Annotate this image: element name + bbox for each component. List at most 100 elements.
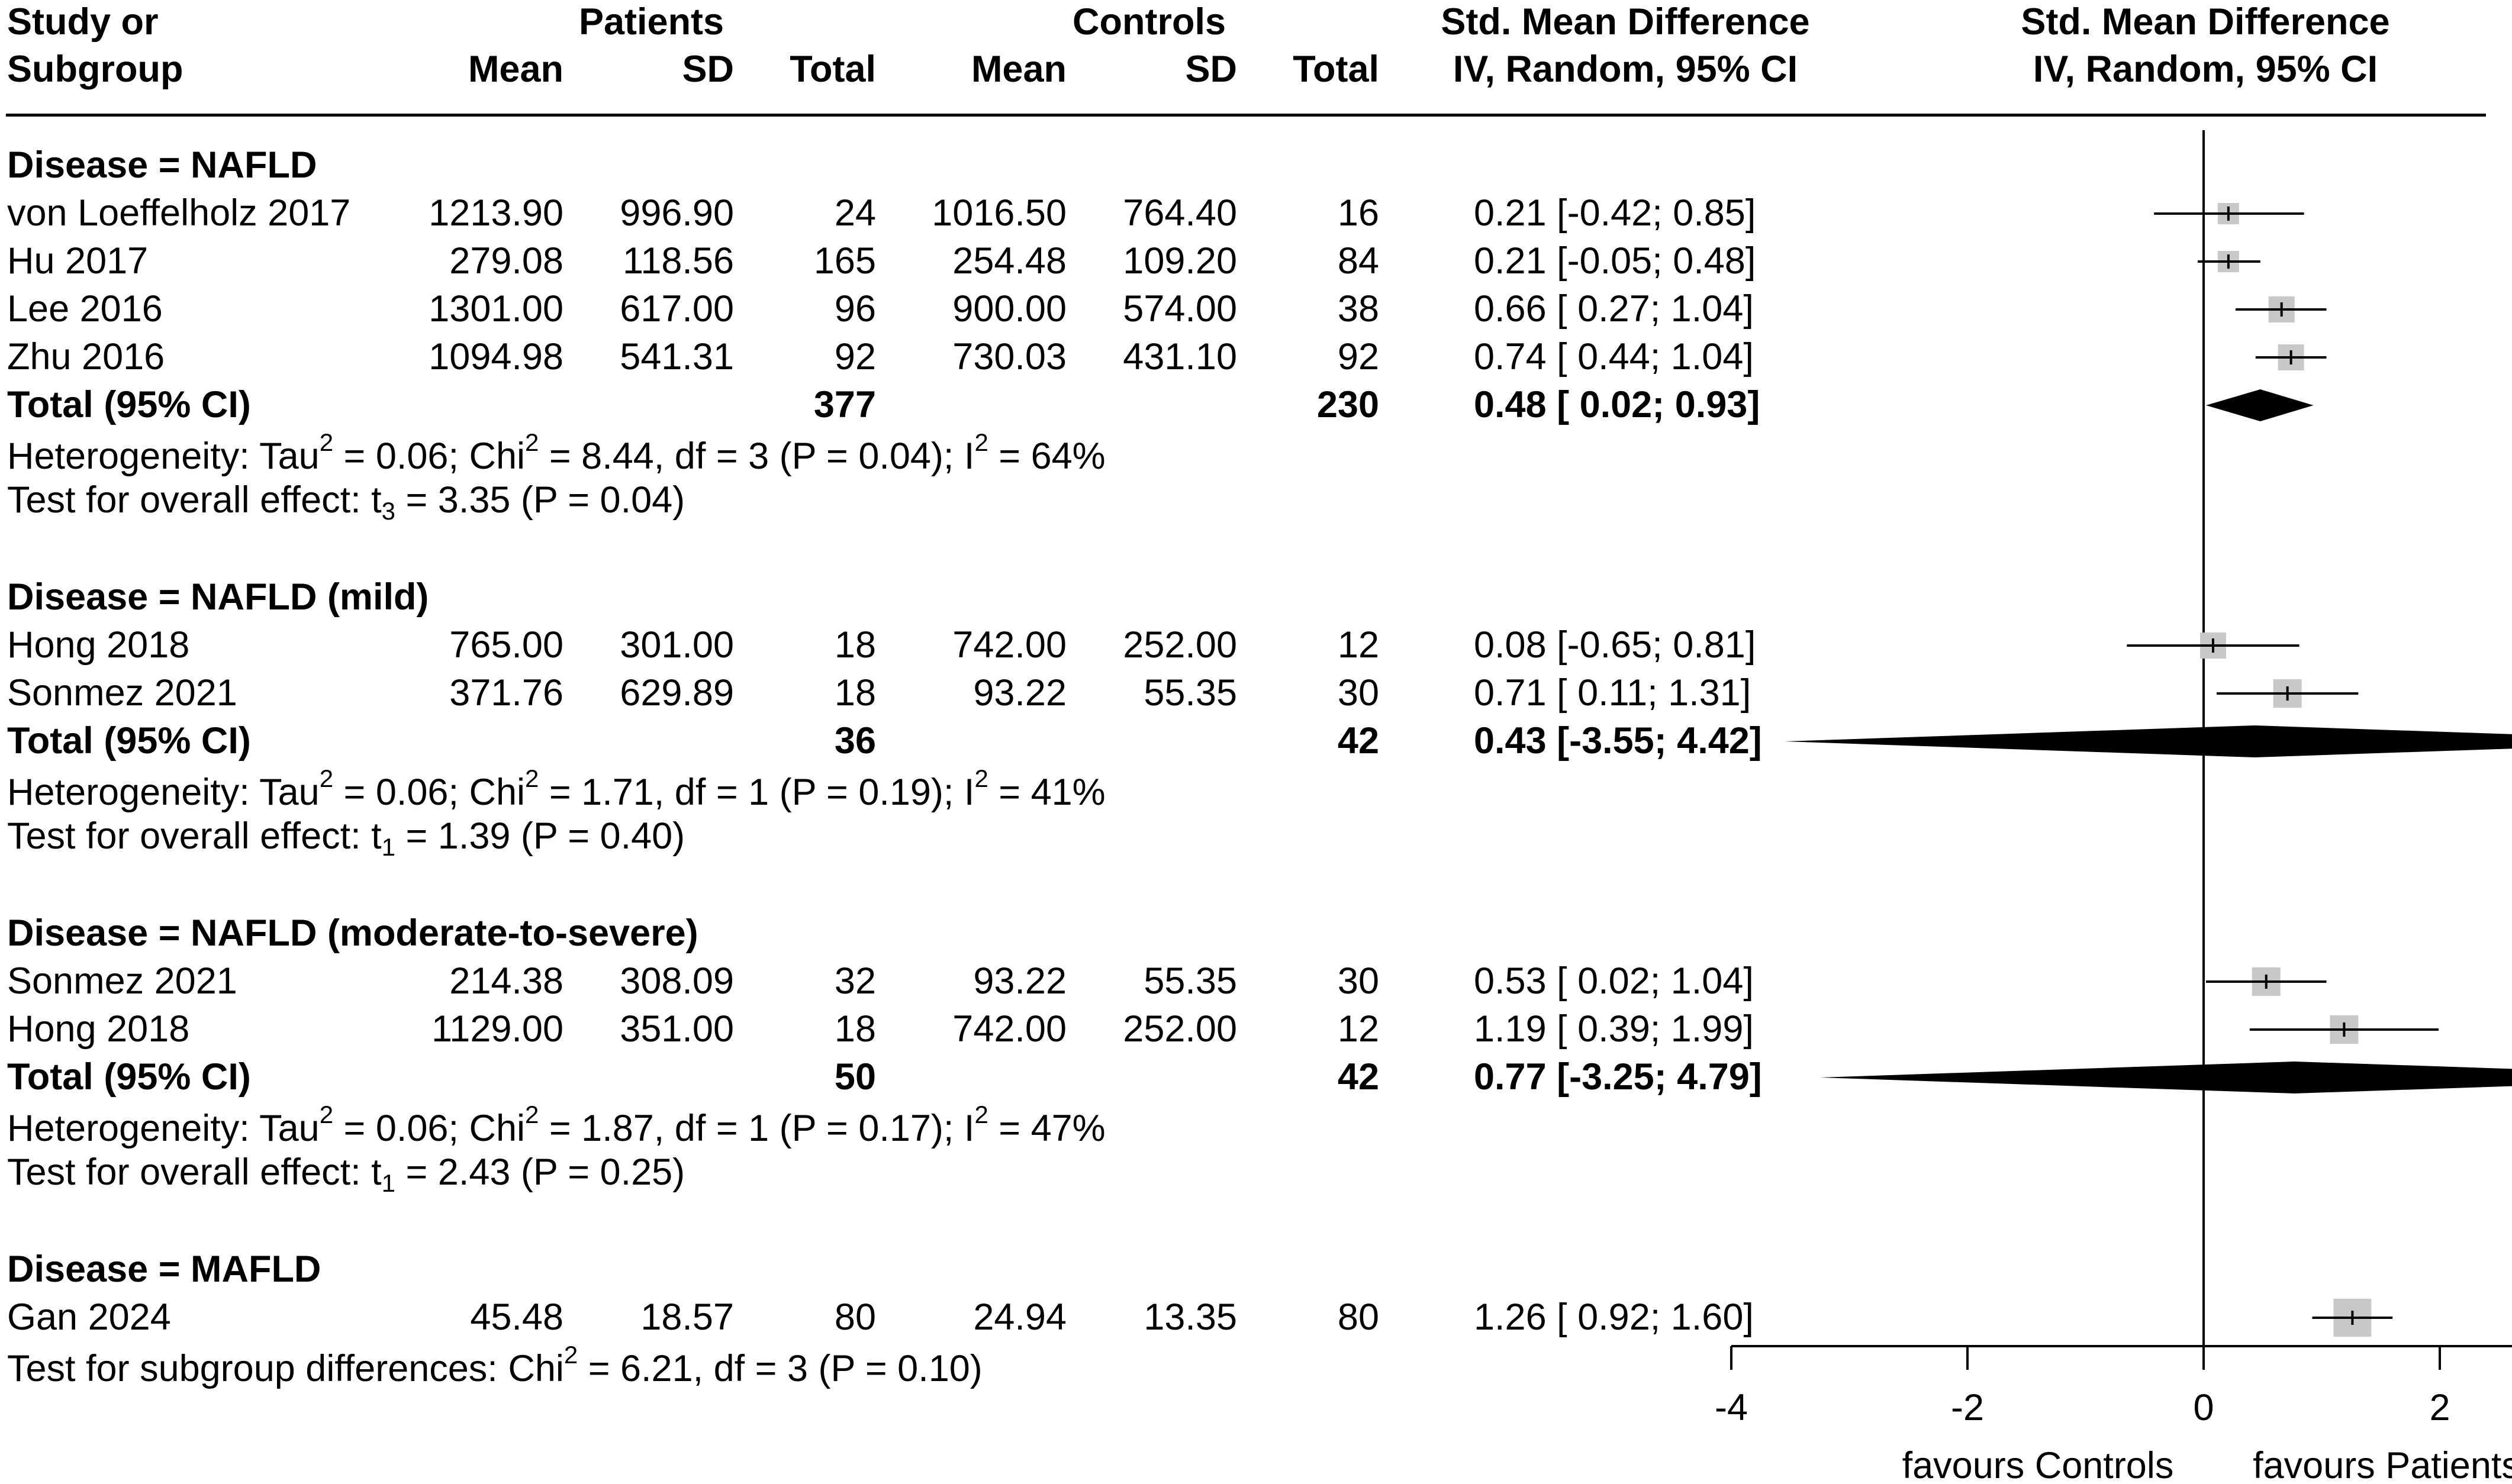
smd-ci: 1.26 [ 0.92; 1.60]	[1474, 1296, 1754, 1338]
controls-total: 38	[1337, 288, 1379, 330]
smd-ci: 0.71 [ 0.11; 1.31]	[1474, 672, 1751, 714]
header-study-line2: Subgroup	[7, 49, 183, 90]
study-name: Lee 2016	[7, 288, 163, 330]
controls-mean: 254.48	[952, 240, 1067, 282]
patients-mean: 371.76	[449, 672, 563, 714]
patients-total: 18	[834, 672, 876, 714]
header-controls-total: Total	[1293, 49, 1379, 90]
study-name: von Loeffelholz 2017	[7, 192, 351, 234]
header-controls-mean: Mean	[971, 49, 1067, 90]
overall-effect-text: Test for overall effect: t1 = 2.43 (P = …	[7, 1151, 685, 1197]
header-plot-line1: Std. Mean Difference	[2021, 1, 2390, 43]
favours-controls-label: favours Controls	[1902, 1445, 2174, 1484]
patients-total: 92	[834, 336, 876, 378]
patients-sd: 541.31	[620, 336, 734, 378]
controls-mean: 93.22	[973, 672, 1067, 714]
smd-ci: 0.74 [ 0.44; 1.04]	[1474, 336, 1754, 378]
patients-mean: 765.00	[449, 624, 563, 666]
patients-sd: 996.90	[620, 192, 734, 234]
patients-total: 24	[834, 192, 876, 234]
x-tick-label: -2	[1951, 1387, 1984, 1428]
patients-total: 18	[834, 624, 876, 666]
group-title: Disease = NAFLD (mild)	[7, 576, 429, 618]
controls-total-sum: 230	[1316, 384, 1379, 425]
controls-sd: 252.00	[1123, 1008, 1237, 1050]
patients-sd: 118.56	[622, 240, 734, 282]
subgroup-differences-text: Test for subgroup differences: Chi2 = 6.…	[7, 1341, 983, 1389]
patients-mean: 1129.00	[431, 1008, 563, 1050]
patients-mean: 1213.90	[429, 192, 563, 234]
controls-sd: 13.35	[1144, 1296, 1237, 1338]
patients-mean: 1301.00	[429, 288, 563, 330]
pooled-diamond	[2205, 389, 2314, 421]
x-tick-label: 0	[2193, 1387, 2214, 1428]
patients-total: 96	[834, 288, 876, 330]
study-name: Hong 2018	[7, 624, 190, 666]
patients-total-sum: 50	[834, 1056, 876, 1098]
patients-total: 18	[834, 1008, 876, 1050]
patients-sd: 351.00	[620, 1008, 734, 1050]
group-title: Disease = MAFLD	[7, 1249, 321, 1290]
controls-sd: 764.40	[1123, 192, 1237, 234]
total-label: Total (95% CI)	[7, 384, 251, 425]
header-controls: Controls	[1073, 1, 1226, 43]
controls-total-sum: 42	[1337, 1056, 1379, 1098]
patients-sd: 308.09	[620, 960, 734, 1002]
heterogeneity-text: Heterogeneity: Tau2 = 0.06; Chi2 = 8.44,…	[7, 428, 1106, 477]
pooled-diamond	[1819, 1062, 2512, 1093]
header-patients: Patients	[579, 1, 724, 43]
patients-mean: 45.48	[470, 1296, 563, 1338]
controls-mean: 1016.50	[932, 192, 1067, 234]
controls-mean: 730.03	[952, 336, 1067, 378]
controls-mean: 93.22	[973, 960, 1067, 1002]
controls-sd: 55.35	[1144, 672, 1237, 714]
header-plot-line2: IV, Random, 95% CI	[2033, 49, 2378, 90]
study-name: Hong 2018	[7, 1008, 190, 1050]
x-tick-label: -4	[1715, 1387, 1748, 1428]
study-name: Zhu 2016	[7, 336, 165, 378]
controls-total: 12	[1337, 1008, 1379, 1050]
patients-total-sum: 377	[813, 384, 876, 425]
favours-patients-label: favours Patients	[2253, 1445, 2512, 1484]
patients-mean: 1094.98	[429, 336, 563, 378]
pooled-smd-ci: 0.77 [-3.25; 4.79]	[1474, 1056, 1762, 1098]
controls-total: 16	[1337, 192, 1379, 234]
controls-sd: 55.35	[1144, 960, 1237, 1002]
total-label: Total (95% CI)	[7, 720, 251, 762]
controls-total-sum: 42	[1337, 720, 1379, 762]
controls-total: 30	[1337, 672, 1379, 714]
controls-sd: 431.10	[1123, 336, 1237, 378]
patients-total: 80	[834, 1296, 876, 1338]
overall-effect-text: Test for overall effect: t1 = 1.39 (P = …	[7, 815, 685, 861]
smd-ci: 0.08 [-0.65; 0.81]	[1474, 624, 1756, 666]
controls-mean: 742.00	[952, 624, 1067, 666]
heterogeneity-text: Heterogeneity: Tau2 = 0.06; Chi2 = 1.71,…	[7, 764, 1106, 813]
smd-ci: 1.19 [ 0.39; 1.99]	[1474, 1008, 1754, 1050]
patients-total-sum: 36	[834, 720, 876, 762]
total-label: Total (95% CI)	[7, 1056, 251, 1098]
controls-mean: 900.00	[952, 288, 1067, 330]
controls-mean: 24.94	[973, 1296, 1067, 1338]
x-tick-label: 2	[2429, 1387, 2450, 1428]
patients-mean: 279.08	[449, 240, 563, 282]
controls-sd: 574.00	[1123, 288, 1237, 330]
pooled-smd-ci: 0.43 [-3.55; 4.42]	[1474, 720, 1762, 762]
controls-mean: 742.00	[952, 1008, 1067, 1050]
controls-total: 84	[1337, 240, 1379, 282]
controls-total: 80	[1337, 1296, 1379, 1338]
study-name: Sonmez 2021	[7, 960, 237, 1002]
overall-effect-text: Test for overall effect: t3 = 3.35 (P = …	[7, 479, 685, 525]
patients-sd: 18.57	[640, 1296, 734, 1338]
header-patients-sd: SD	[682, 49, 734, 90]
smd-ci: 0.66 [ 0.27; 1.04]	[1474, 288, 1754, 330]
patients-mean: 214.38	[449, 960, 563, 1002]
header-controls-sd: SD	[1185, 49, 1237, 90]
controls-sd: 109.20	[1123, 240, 1237, 282]
header-study-line1: Study or	[7, 1, 159, 43]
study-name: Hu 2017	[7, 240, 149, 282]
header-patients-total: Total	[790, 49, 876, 90]
controls-total: 30	[1337, 960, 1379, 1002]
controls-total: 92	[1337, 336, 1379, 378]
